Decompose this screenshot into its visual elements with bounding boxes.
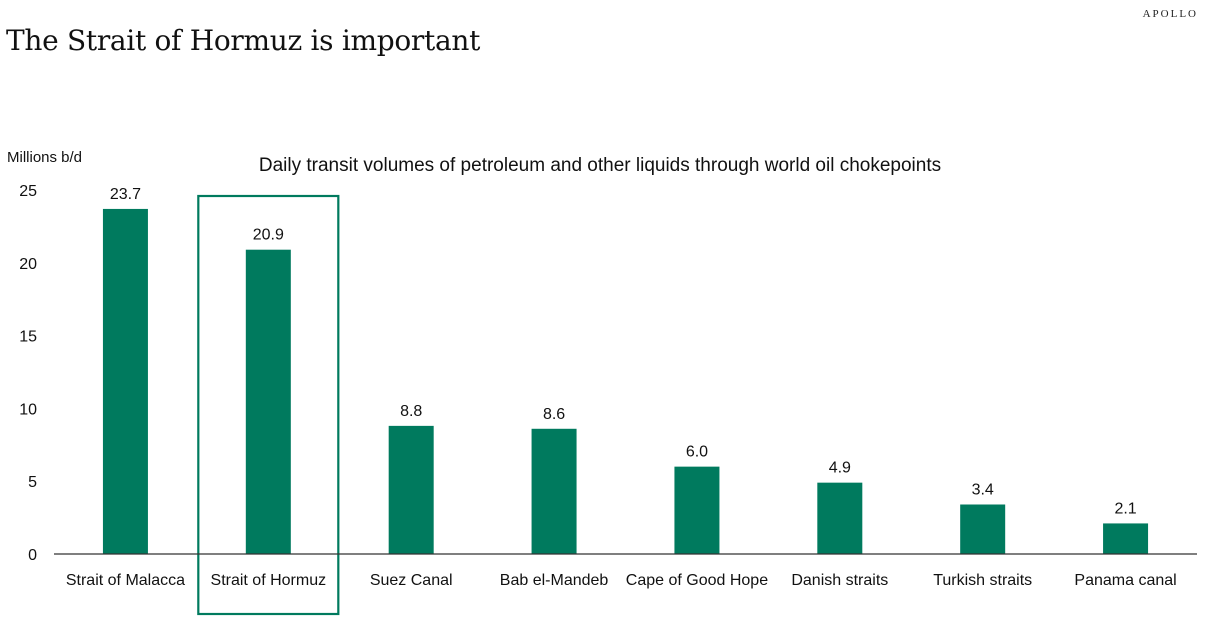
- y-tick-label: 5: [28, 474, 37, 491]
- category-labels: Strait of Malacca Strait of Hormuz Suez Ca…: [66, 572, 1177, 589]
- y-tick-label: 25: [19, 183, 37, 200]
- value-label-strait-of-hormuz: 20.9: [253, 227, 284, 244]
- bar-danish-straits: [817, 482, 863, 554]
- category-label-danish-straits: Danish straits: [791, 572, 888, 589]
- y-tick-label: 10: [19, 401, 37, 418]
- category-label-bab-el-mandeb: Bab el-Mandeb: [500, 572, 609, 589]
- category-label-cape-of-good-hope: Cape of Good Hope: [626, 572, 768, 589]
- chart-title: Daily transit volumes of petroleum and o…: [259, 155, 941, 176]
- y-axis: 0 5 10 15 20 25: [19, 183, 37, 564]
- category-label-strait-of-hormuz: Strait of Hormuz: [211, 572, 327, 589]
- value-label-danish-straits: 4.9: [829, 460, 851, 477]
- brand-logo: APOLLO: [1142, 8, 1198, 20]
- bar-panama-canal: [1103, 523, 1149, 554]
- category-label-suez-canal: Suez Canal: [370, 572, 453, 589]
- value-label-strait-of-malacca: 23.7: [110, 186, 141, 203]
- bar-turkish-straits: [960, 504, 1006, 554]
- y-tick-label: 0: [28, 547, 37, 564]
- y-tick-label: 20: [19, 256, 37, 273]
- bar-strait-of-hormuz: [245, 249, 291, 555]
- value-label-suez-canal: 8.8: [400, 403, 422, 420]
- category-label-panama-canal: Panama canal: [1074, 572, 1176, 589]
- value-label-panama-canal: 2.1: [1114, 500, 1136, 517]
- value-label-turkish-straits: 3.4: [972, 481, 994, 498]
- value-labels: 23.7 20.9 8.8 8.6 6.0 4.9 3.4 2.1: [110, 186, 1137, 517]
- category-label-strait-of-malacca: Strait of Malacca: [66, 572, 185, 589]
- highlight-box: [197, 194, 340, 616]
- bar-suez-canal: [388, 425, 434, 554]
- bar-cape-of-good-hope: [674, 466, 720, 554]
- value-label-bab-el-mandeb: 8.6: [543, 406, 565, 423]
- category-label-turkish-straits: Turkish straits: [933, 572, 1032, 589]
- bar-bab-el-mandeb: [531, 428, 577, 554]
- value-label-cape-of-good-hope: 6.0: [686, 444, 708, 461]
- y-axis-unit-label: Millions b/d: [7, 149, 82, 166]
- page-title: The Strait of Hormuz is important: [6, 24, 481, 57]
- bar-strait-of-malacca: [102, 208, 148, 555]
- bars-group: [102, 208, 1149, 555]
- highlight-box-group: [197, 194, 340, 616]
- y-tick-label: 15: [19, 329, 37, 346]
